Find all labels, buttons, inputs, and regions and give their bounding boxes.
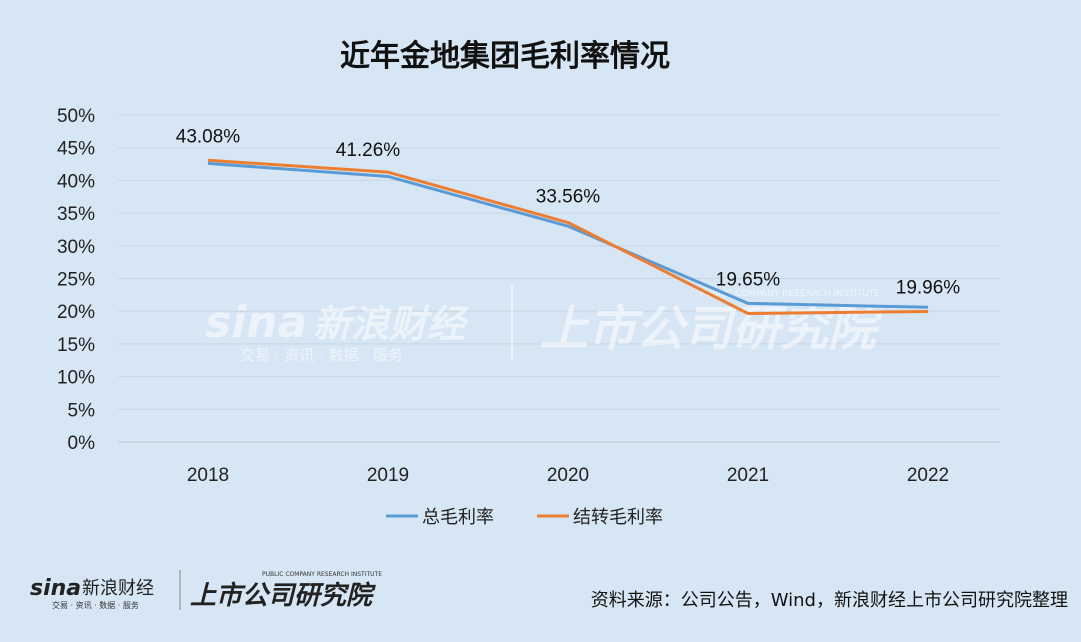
data-label: 43.08% (176, 126, 241, 147)
y-tick-label: 20% (57, 302, 95, 323)
data-label: 19.96% (896, 277, 961, 298)
sina-watermark: sina 新浪财经 交易 · 资讯 · 数据 · 服务 上市公司研究院 PUBL… (205, 285, 884, 364)
y-axis-ticks: 0% 5% 10% 15% 20% 25% 30% 35% 40% 45% 50% (57, 106, 95, 454)
series-line-carryover-margin (207, 158, 929, 315)
y-tick-label: 25% (57, 270, 95, 291)
legend-label-total: 总毛利率 (422, 507, 494, 528)
x-tick-label: 2021 (727, 465, 769, 486)
watermark-brand-cn: 新浪财经 (313, 302, 470, 346)
y-tick-label: 35% (57, 204, 95, 225)
data-label: 19.65% (716, 269, 781, 290)
watermark-institute: 上市公司研究院 (540, 301, 884, 357)
y-tick-label: 5% (68, 400, 96, 421)
y-tick-label: 0% (68, 433, 96, 454)
footer-logo: sina 新浪财经 交易 · 资讯 · 数据 · 服务 上市公司研究院 PUBL… (30, 570, 382, 611)
y-tick-label: 10% (57, 368, 95, 389)
watermark-brand: sina (205, 297, 307, 348)
x-axis-ticks: 2018 2019 2020 2021 2022 (187, 465, 949, 486)
chart-title: 近年金地集团毛利率情况 (340, 39, 670, 74)
legend-label-carryover: 结转毛利率 (573, 507, 663, 528)
watermark-institute-en: PUBLIC COMPANY RESEARCH INSTITUTE (700, 289, 880, 299)
y-tick-label: 40% (57, 171, 95, 192)
footer-logo-brand: sina (30, 576, 81, 601)
footer-logo-institute: 上市公司研究院 (190, 581, 376, 611)
data-labels: 43.08% 41.26% 33.56% 19.65% 19.96% (176, 126, 961, 298)
y-tick-label: 15% (57, 335, 95, 356)
x-tick-label: 2018 (187, 465, 229, 486)
footer-logo-brand-sub: 交易 · 资讯 · 数据 · 服务 (52, 600, 139, 610)
x-tick-label: 2022 (907, 465, 949, 486)
footer-logo-brand-cn: 新浪财经 (82, 578, 154, 599)
y-tick-label: 45% (57, 139, 95, 160)
data-label: 41.26% (336, 140, 401, 161)
y-tick-label: 50% (57, 106, 95, 127)
data-label: 33.56% (536, 187, 601, 208)
legend: 总毛利率 结转毛利率 (386, 507, 663, 528)
y-tick-label: 30% (57, 237, 95, 258)
series-line-total-margin (207, 161, 929, 309)
watermark-brand-sub: 交易 · 资讯 · 数据 · 服务 (240, 346, 403, 364)
footer-logo-institute-en: PUBLIC COMPANY RESEARCH INSTITUTE (262, 571, 382, 578)
series-lines (207, 158, 929, 315)
source-note: 资料来源：公司公告，Wind，新浪财经上市公司研究院整理 (591, 590, 1068, 611)
x-tick-label: 2019 (367, 465, 409, 486)
gridlines (118, 114, 1000, 443)
x-tick-label: 2020 (547, 465, 589, 486)
